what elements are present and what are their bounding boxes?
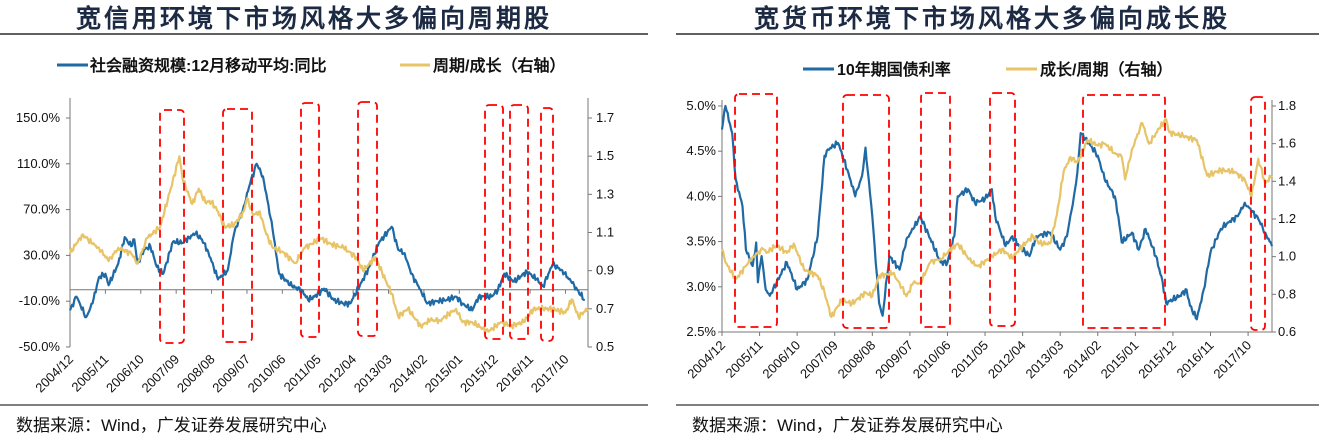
x-tick-label: 2008/08 xyxy=(174,352,218,396)
right-y-tick-label: 1.2 xyxy=(1278,211,1296,226)
x-tick-label: 2016/11 xyxy=(1173,338,1216,381)
right-y-tick-label: 1.1 xyxy=(596,225,614,240)
highlight-period-box xyxy=(222,108,253,343)
x-tick-label: 2017/10 xyxy=(528,352,572,396)
x-tick-label: 2013/03 xyxy=(351,352,395,396)
x-tick-label: 2007/09 xyxy=(797,338,841,382)
x-tick-label: 2016/11 xyxy=(493,352,536,395)
x-tick-label: 2017/10 xyxy=(1210,338,1254,382)
left-source-note: 数据来源：Wind，广发证券发展研究中心 xyxy=(16,416,327,435)
x-tick-label: 2010/06 xyxy=(910,338,954,382)
highlight-period-box xyxy=(159,109,185,344)
x-tick-label: 2004/12 xyxy=(684,338,728,382)
right-y-tick-label: 0.8 xyxy=(1278,286,1296,301)
left-y-tick-label: 5.0% xyxy=(686,98,716,113)
series-line-right-axis xyxy=(68,155,589,334)
right-y-tick-label: 1.8 xyxy=(1278,98,1296,113)
highlight-period-box xyxy=(734,93,778,328)
highlight-period-box xyxy=(357,101,378,337)
left-y-tick-label: 4.5% xyxy=(686,143,716,158)
right-source-note: 数据来源：Wind，广发证券发展研究中心 xyxy=(692,416,1003,435)
left-y-tick-label: 3.5% xyxy=(686,234,716,249)
x-tick-label: 2005/11 xyxy=(68,352,111,395)
left-y-tick-label: 70.0% xyxy=(23,202,60,217)
x-tick-label: 2015/12 xyxy=(1135,338,1179,382)
highlight-period-box xyxy=(920,92,951,328)
x-tick-label: 2014/02 xyxy=(386,352,430,396)
series-line-right-axis xyxy=(721,118,1273,318)
left-y-tick-label: -10.0% xyxy=(19,293,61,308)
highlight-period-box xyxy=(484,104,504,340)
right-y-tick-label: 1.5 xyxy=(596,148,614,163)
left-y-tick-label: 2.5% xyxy=(686,324,716,339)
right-y-tick-label: 1.7 xyxy=(596,110,614,125)
highlight-period-box xyxy=(1082,94,1166,329)
legend-label-cyclical-growth: 周期/成长（右轴） xyxy=(433,56,565,75)
x-tick-label: 2006/10 xyxy=(103,352,147,396)
left-plot-area: 150.0% 110.0% 70.0% 30.0% -10.0% -50.0% 1.7 1.5… xyxy=(16,98,614,395)
left-y-tick-label: 4.0% xyxy=(686,188,716,203)
right-legend: 10年期国债利率 成长/周期（右轴） xyxy=(803,60,1172,79)
left-y-tick-label: 3.0% xyxy=(686,279,716,294)
x-tick-label: 2011/05 xyxy=(948,338,991,381)
x-tick-label: 2015/12 xyxy=(457,352,501,396)
x-tick-label: 2013/03 xyxy=(1022,338,1066,382)
right-chart-title: 宽货币环境下市场风格大多偏向成长股 xyxy=(754,4,1230,33)
right-y-tick-label: 0.6 xyxy=(1278,324,1296,339)
x-tick-label: 2009/07 xyxy=(872,338,916,382)
x-tick-label: 2015/01 xyxy=(1098,338,1142,382)
right-y-tick-label: 1.3 xyxy=(596,186,614,201)
x-tick-label: 2007/09 xyxy=(138,352,182,396)
x-tick-label: 2015/01 xyxy=(422,352,466,396)
right-y-tick-label: 1.6 xyxy=(1278,136,1296,151)
right-y-tick-label: 1.0 xyxy=(1278,249,1296,264)
highlight-period-box xyxy=(509,104,529,340)
left-y-tick-label: -50.0% xyxy=(19,339,61,354)
series-line-left-axis xyxy=(720,104,1274,321)
right-chart-panel: 宽货币环境下市场风格大多偏向成长股 10年期国债利率 成长/周期（右轴） 5.0… xyxy=(676,4,1319,381)
x-tick-label: 2012/04 xyxy=(315,352,359,396)
x-tick-label: 2005/11 xyxy=(723,338,766,381)
left-y-tick-label: 150.0% xyxy=(16,110,61,125)
highlight-period-box xyxy=(1250,96,1266,331)
right-plot-area: 5.0% 4.5% 4.0% 3.5% 3.0% 2.5% 1.8 1.6 1.4 1.2 1.0 0… xyxy=(684,92,1296,382)
x-tick-label: 2010/06 xyxy=(245,352,289,396)
x-tick-label: 2009/07 xyxy=(209,352,253,396)
right-y-tick-label: 1.4 xyxy=(1278,173,1296,188)
highlight-period-box xyxy=(540,107,554,342)
highlight-period-box xyxy=(300,102,320,338)
left-chart-title: 宽信用环境下市场风格大多偏向周期股 xyxy=(76,4,552,33)
legend-label-growth-cyclical: 成长/周期（右轴） xyxy=(1040,60,1172,79)
highlight-period-box xyxy=(842,94,890,329)
right-y-tick-label: 0.9 xyxy=(596,263,614,278)
right-y-tick-label: 0.5 xyxy=(596,339,614,354)
x-tick-label: 2011/05 xyxy=(281,352,324,395)
highlight-period-box xyxy=(989,92,1016,327)
left-y-tick-label: 30.0% xyxy=(23,247,60,262)
x-tick-label: 2008/08 xyxy=(835,338,879,382)
legend-label-bond-yield: 10年期国债利率 xyxy=(837,60,951,79)
x-tick-label: 2004/12 xyxy=(32,352,76,396)
right-y-tick-label: 0.7 xyxy=(596,301,614,316)
x-tick-label: 2006/10 xyxy=(759,338,803,382)
x-tick-label: 2012/04 xyxy=(985,338,1029,382)
left-legend: 社会融资规模:12月移动平均:同比 周期/成长（右轴） xyxy=(57,56,565,75)
legend-label-social-financing: 社会融资规模:12月移动平均:同比 xyxy=(89,56,326,75)
left-y-tick-label: 110.0% xyxy=(17,156,61,171)
left-chart-panel: 宽信用环境下市场风格大多偏向周期股 社会融资规模:12月移动平均:同比 周期/成… xyxy=(0,4,648,395)
series-line-left-axis xyxy=(68,162,586,319)
x-tick-label: 2014/02 xyxy=(1060,338,1104,382)
